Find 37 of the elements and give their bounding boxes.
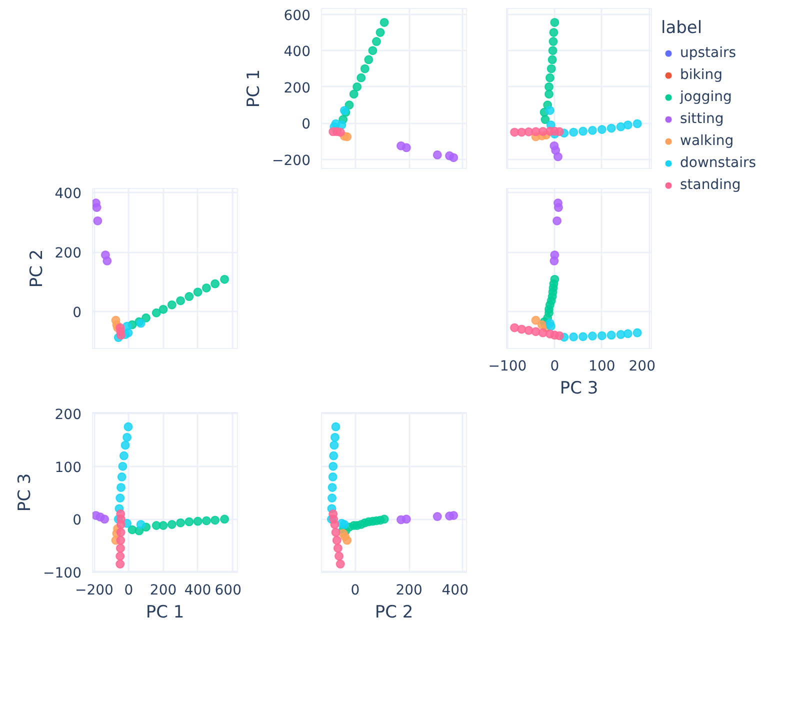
x-tick-label: 400 xyxy=(184,582,212,598)
x-tick-label: 200 xyxy=(396,582,422,598)
y-tick-label: −200 xyxy=(272,152,310,169)
y-axis-title: PC 1 xyxy=(244,69,264,108)
legend-label: upstairs xyxy=(680,45,736,61)
y-tick-label: 400 xyxy=(54,186,82,202)
y-tick-label: 0 xyxy=(72,512,82,529)
x-tick-label: 400 xyxy=(442,582,469,598)
x-axis-title: PC 1 xyxy=(146,602,184,622)
y-tick-label: −100 xyxy=(43,565,82,582)
x-tick-label: 200 xyxy=(628,358,656,374)
y-tick-label: 200 xyxy=(54,407,82,424)
y-tick-label: 400 xyxy=(284,44,311,60)
x-tick-label: 200 xyxy=(150,582,177,598)
x-tick-label: 0 xyxy=(550,358,560,374)
x-tick-label: 0 xyxy=(350,582,360,598)
y-tick-label: 0 xyxy=(72,304,82,321)
y-axis-title: PC 2 xyxy=(26,249,47,288)
x-tick-label: −100 xyxy=(488,358,527,374)
x-tick-label: 100 xyxy=(588,358,616,374)
y-tick-label: 600 xyxy=(284,8,311,24)
legend-label: jogging xyxy=(680,89,732,105)
x-axis-title: PC 3 xyxy=(560,378,598,398)
x-tick-label: 600 xyxy=(214,582,242,598)
legend-label: biking xyxy=(680,67,723,83)
y-tick-label: 200 xyxy=(54,246,82,262)
y-axis-title: PC 3 xyxy=(15,473,36,512)
legend-label: standing xyxy=(680,177,741,193)
x-axis-title: PC 2 xyxy=(374,602,414,622)
legend-label: walking xyxy=(680,133,734,149)
legend-title: label xyxy=(661,18,704,38)
y-tick-label: 100 xyxy=(54,460,82,476)
x-tick-label: 0 xyxy=(124,582,134,598)
y-tick-label: 0 xyxy=(302,116,311,133)
y-tick-label: 200 xyxy=(284,80,311,96)
legend-label: downstairs xyxy=(680,155,756,171)
legend-label: sitting xyxy=(680,111,724,127)
